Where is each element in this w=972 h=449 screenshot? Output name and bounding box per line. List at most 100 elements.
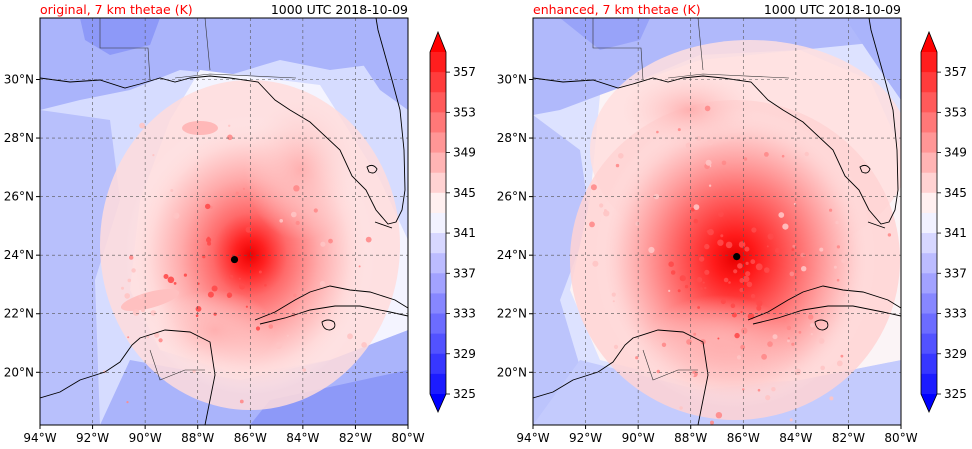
panel-enhanced: 94°W 92°W 90°W 88°W 86°W 84°W 82°W 80°W 30°N 28°N… — [497, 2, 967, 445]
lon-tick-label: 94°W — [516, 431, 549, 445]
lat-tick-label: 28°N — [4, 131, 34, 145]
convective-cell — [286, 334, 289, 337]
convective-cell — [840, 354, 844, 358]
convective-cell — [132, 309, 140, 316]
border-mexico — [149, 349, 205, 381]
convective-cell — [365, 236, 372, 243]
convective-cell — [293, 185, 300, 192]
convective-cell — [207, 241, 212, 246]
convective-cell — [756, 316, 762, 322]
convective-cell — [836, 278, 840, 282]
lon-tick-label: 84°W — [779, 431, 812, 445]
convective-cell — [599, 203, 604, 208]
convective-cell — [818, 338, 825, 344]
convective-cell — [782, 223, 789, 230]
lat-tick-label: 26°N — [497, 190, 527, 204]
lon-tick-label: 90°W — [129, 431, 162, 445]
convective-cell — [793, 203, 796, 205]
convective-cell — [772, 334, 778, 340]
convective-cell — [718, 211, 724, 218]
convective-cell — [653, 193, 660, 200]
convective-cell — [679, 406, 683, 410]
axis-ticks: 94°W 92°W 90°W 88°W 86°W 84°W 82°W 80°W 30°N 28°N… — [497, 72, 918, 445]
lat-tick-label: 22°N — [4, 307, 34, 321]
convective-cell — [170, 189, 174, 192]
colorbar-segment — [430, 172, 446, 194]
convective-cell — [829, 396, 834, 401]
convective-cell — [195, 306, 202, 312]
colorbar-segment — [921, 152, 937, 174]
colorbar-extend-high — [430, 32, 446, 52]
convective-cell — [734, 332, 740, 339]
convective-cell — [725, 241, 733, 249]
convective-cell — [635, 221, 640, 226]
convective-cell — [268, 324, 274, 329]
convective-cell — [841, 292, 846, 297]
convective-cell — [239, 399, 244, 404]
colorbar-segment — [430, 212, 446, 234]
coast-keys — [867, 221, 886, 229]
convective-cell — [146, 335, 150, 339]
convective-cell — [756, 305, 762, 311]
convective-cell — [313, 208, 318, 213]
convective-cell — [139, 122, 146, 129]
colorbar-segment — [430, 233, 446, 254]
warm-blob-west — [120, 289, 180, 311]
lon-tick-label: 86°W — [234, 431, 267, 445]
convective-cell — [302, 368, 307, 372]
convective-cell — [787, 339, 790, 343]
convective-cell — [778, 212, 785, 218]
colorbar-segment — [430, 92, 446, 113]
convective-cell — [843, 278, 846, 281]
convective-cell — [140, 308, 146, 313]
convective-cell — [173, 212, 180, 219]
convective-cell — [319, 280, 326, 287]
convective-cell — [295, 220, 300, 226]
convective-cell — [209, 205, 213, 209]
convective-cell — [679, 275, 686, 282]
convective-cell — [775, 247, 781, 254]
colorbar-tick-label: 341 — [453, 226, 476, 240]
convective-cell — [589, 221, 595, 228]
colorbar-segment — [430, 152, 446, 174]
lon-tick-label: 82°W — [832, 431, 865, 445]
colorbar-segment — [921, 192, 937, 214]
convective-cell — [704, 286, 707, 290]
convective-cell — [745, 271, 751, 277]
colorbar-segment — [921, 172, 937, 194]
convective-cell — [239, 283, 246, 290]
colorbar-segment — [921, 373, 937, 395]
speckles — [103, 122, 372, 404]
convective-cell — [127, 278, 132, 283]
colorbar-segment — [430, 353, 446, 375]
convective-cell — [731, 312, 737, 318]
convective-cell — [684, 284, 689, 289]
border-al-ga — [697, 18, 704, 71]
convective-cell — [121, 286, 124, 290]
coast-isle-of-youth — [814, 319, 829, 331]
colorbar-tick-label: 325 — [944, 387, 967, 401]
convective-cell — [693, 332, 697, 336]
convective-cell — [124, 293, 130, 299]
convective-cell — [791, 248, 795, 251]
colorbar-tick-label: 353 — [453, 105, 476, 119]
convective-cell — [791, 342, 795, 346]
lat-tick-label: 20°N — [4, 365, 34, 379]
coast-yucatan — [40, 329, 216, 425]
coastlines — [40, 18, 408, 425]
convective-cell — [138, 294, 143, 299]
panel-time: 1000 UTC 2018-10-09 — [764, 2, 901, 17]
convective-cell — [648, 246, 655, 254]
colorbar-segment — [430, 72, 446, 93]
convective-cell — [746, 281, 753, 288]
convective-cell — [710, 420, 714, 425]
convective-cell — [656, 130, 659, 134]
colorbar-segment — [921, 313, 937, 335]
convective-cell — [804, 151, 809, 157]
convective-cell — [757, 388, 761, 392]
convective-cell — [702, 281, 705, 284]
colorbar-tick-label: 337 — [453, 266, 476, 280]
convective-cell — [699, 287, 703, 291]
colorbar-segment — [921, 92, 937, 113]
